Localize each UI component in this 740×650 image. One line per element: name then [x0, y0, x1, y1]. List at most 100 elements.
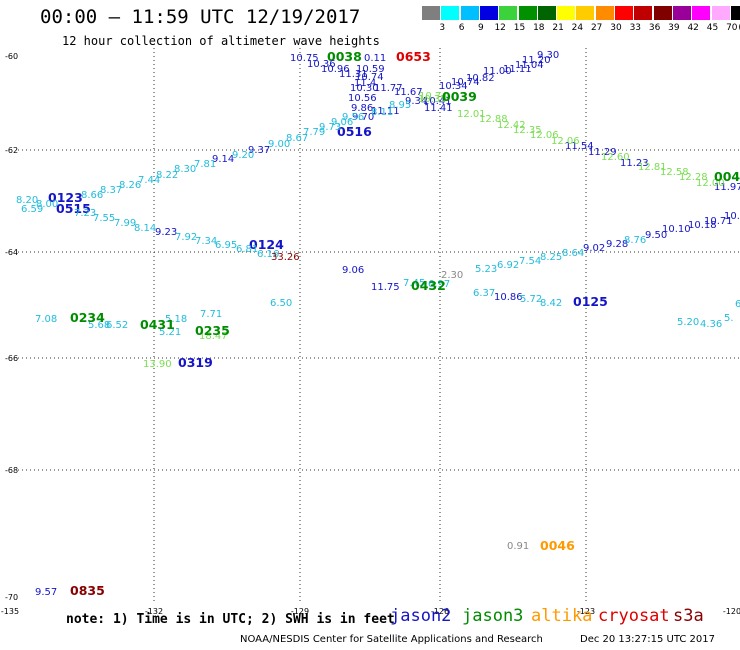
wave-height-value: 10.75 — [290, 53, 319, 64]
wave-height-value: 11.77 — [374, 83, 403, 94]
legend-label: 12 — [494, 23, 506, 33]
page-subtitle: 12 hour collection of altimeter wave hei… — [62, 34, 380, 48]
wave-height-value: 11.97 — [714, 182, 740, 193]
wave-height-value: 7.08 — [35, 314, 57, 325]
pass-time-label: 0234 — [70, 310, 105, 325]
wave-height-value: 8.64 — [562, 248, 584, 259]
wave-height-value: 5.20 — [677, 317, 699, 328]
wave-height-value: 9.57 — [35, 587, 57, 598]
pass-time-label: 0123 — [48, 190, 83, 205]
wave-height-value: 6.92 — [497, 260, 519, 271]
longitude-label: -132 — [145, 607, 163, 616]
wave-height-value: 10.71 — [704, 216, 733, 227]
wave-height-value: 9.02 — [583, 243, 605, 254]
wave-height-value: 10.36 — [307, 59, 336, 70]
legend-swatch — [653, 6, 672, 20]
pass-time-label: 0835 — [70, 583, 105, 598]
latitude-label: -60 — [5, 52, 18, 61]
wave-height-value: 5. — [724, 313, 734, 324]
wave-height-value: 10.56 — [348, 93, 377, 104]
wave-height-value: 12.60 — [601, 152, 630, 163]
wave-height-value: 9.56 — [342, 112, 364, 123]
wave-height-value: 8.42 — [540, 298, 562, 309]
wave-height-value: 10.86 — [494, 292, 523, 303]
wave-height-value: 12.35 — [513, 125, 542, 136]
wave-height-value: 10.10 — [662, 224, 691, 235]
wave-height-value: 6.59 — [21, 204, 43, 215]
wave-height-value: 9.23 — [155, 227, 177, 238]
wave-height-value: 12.42 — [497, 120, 526, 131]
pass-time-label: 0039 — [442, 89, 477, 104]
wave-height-value: 8.25 — [540, 252, 562, 263]
wave-height-value: 9.86 — [351, 103, 373, 114]
legend-label: 33 — [629, 23, 642, 33]
satellite-s3a: s3a — [673, 606, 704, 626]
wave-height-value: 5.68 — [88, 320, 110, 331]
satellite-cryosat: cryosat — [598, 606, 670, 626]
legend-label: 27 — [590, 23, 603, 33]
legend-swatch — [441, 6, 460, 20]
wave-height-value: 0.91 — [507, 541, 529, 552]
legend-label: 36 — [648, 23, 661, 33]
legend-label: 24 — [571, 23, 584, 33]
wave-height-value: 11.41 — [424, 103, 453, 114]
legend-label: 70 — [726, 23, 738, 33]
wave-height-value: 8.26 — [119, 180, 141, 191]
wave-height-value: 11.75 — [371, 282, 400, 293]
legend-label: 9 — [478, 23, 484, 33]
wave-height-value: 10.74 — [419, 91, 448, 102]
wave-height-value: 12.01 — [457, 109, 486, 120]
wave-height-value: 9.06 — [342, 265, 364, 276]
legend-swatch — [479, 6, 498, 20]
legend-label: 6 — [458, 23, 465, 33]
wave-height-value: 2.30 — [441, 270, 463, 281]
wave-height-value: 7.71 — [200, 309, 222, 320]
wave-height-value: 7.55 — [93, 213, 115, 224]
wave-height-value: 9.06 — [331, 117, 353, 128]
longitude-label: -126 — [431, 607, 449, 616]
wave-height-value: 11.11 — [371, 106, 400, 117]
legend-label: 42 — [687, 23, 699, 33]
legend-swatch — [557, 6, 576, 20]
legend-label: 15 — [513, 23, 526, 33]
legend-label: 39 — [668, 23, 680, 33]
wave-height-value: 10.74 — [355, 72, 384, 83]
wave-height-value: 10.30 — [350, 83, 379, 94]
legend-swatch — [672, 6, 691, 20]
wave-height-value: 11.23 — [620, 158, 649, 169]
latitude-label: -62 — [5, 146, 18, 155]
wave-height-value: 6.16 — [257, 249, 279, 260]
pass-time-label: 0046 — [540, 538, 575, 553]
axis-labels: -60 -62 -64 -66 -68 -70 -135 -132 -129 -126 -123 -1… — [1, 52, 740, 616]
latitude-label: -66 — [5, 354, 18, 363]
legend-swatch — [576, 6, 595, 20]
wave-height-value: 12.06 — [530, 130, 559, 141]
legend-swatch — [518, 6, 537, 20]
wave-height-value: 6.37 — [473, 288, 495, 299]
wave-height-value: 9.37 — [248, 145, 270, 156]
longitude-label: -120 — [723, 607, 740, 616]
wave-height-value: 4.36 — [700, 319, 722, 330]
wave-height-value: 10.34 — [439, 81, 468, 92]
wave-height-value: 33.26 — [271, 252, 300, 263]
wave-height-value: 0.11 — [364, 53, 386, 64]
footer-date: Dec 20 13:27:15 UTC 2017 — [580, 634, 715, 645]
wave-height-value: 8.67 — [286, 133, 308, 144]
wave-height-value: 11.00 — [483, 66, 512, 77]
wave-height-value: 9.20 — [232, 150, 254, 161]
pass-time-label: 0431 — [140, 317, 175, 332]
wave-height-value: 9.00 — [268, 139, 290, 150]
wave-height-value: 8.76 — [624, 235, 646, 246]
wave-height-value: 11.31 — [339, 69, 368, 80]
pass-time-label: 0125 — [573, 294, 608, 309]
pass-time-label: 004 — [714, 169, 740, 184]
wave-height-value: 9.34 — [405, 96, 427, 107]
pass-time-label: 0515 — [56, 201, 91, 216]
legend-swatch — [615, 6, 633, 20]
pass-time-label: 0038 — [327, 49, 362, 64]
pass-time-label: 0432 — [411, 278, 446, 293]
legend-swatch — [422, 6, 440, 20]
wave-height-value: 10.74 — [451, 77, 480, 88]
